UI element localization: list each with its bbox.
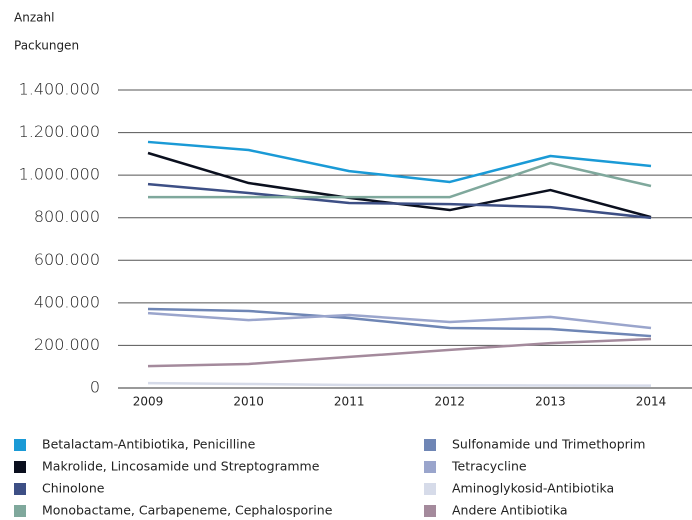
legend-label: Sulfonamide und Trimethoprim	[452, 437, 645, 452]
legend-label: Aminoglykosid-Antibiotika	[452, 481, 614, 496]
y-tick-label: 1.000.000	[19, 165, 100, 184]
series-line	[147, 381, 652, 387]
series-line	[147, 140, 652, 184]
y-tick-label: 1.200.000	[19, 122, 100, 141]
y-axis-label: Anzahl	[14, 11, 54, 25]
y-tick-label: 0	[90, 378, 100, 397]
legend-swatch	[14, 461, 26, 473]
y-tick-label: 600.000	[34, 250, 100, 269]
legend-swatch	[424, 439, 436, 451]
x-tick-label: 2014	[636, 395, 667, 409]
y-axis-label: Packungen	[14, 39, 79, 53]
y-tick-label: 800.000	[34, 207, 100, 226]
y-tick-label: 200.000	[34, 335, 100, 354]
x-tick-label: 2013	[535, 395, 566, 409]
x-tick-label: 2009	[133, 395, 164, 409]
legend-swatch	[424, 461, 436, 473]
x-tick-label: 2010	[233, 395, 264, 409]
series-line	[147, 182, 652, 220]
y-tick-label: 1.400.000	[19, 80, 100, 99]
series-line	[147, 311, 652, 330]
legend-label: Tetracycline	[451, 459, 527, 474]
legend-swatch	[424, 483, 436, 495]
y-tick-label: 400.000	[34, 292, 100, 311]
series-line	[147, 151, 652, 219]
legend-swatch	[14, 505, 26, 517]
series-line	[147, 307, 652, 338]
legend-swatch	[424, 505, 436, 517]
legend-label: Betalactam-Antibiotika, Penicilline	[42, 437, 256, 452]
x-tick-label: 2012	[435, 395, 466, 409]
legend-label: Andere Antibiotika	[452, 503, 568, 518]
legend-label: Monobactame, Carbapeneme, Cephalosporine	[42, 503, 333, 518]
x-tick-label: 2011	[334, 395, 365, 409]
legend-label: Makrolide, Lincosamide und Streptogramme	[42, 459, 320, 474]
series-line	[147, 337, 652, 368]
legend-swatch	[14, 483, 26, 495]
legend-label: Chinolone	[42, 481, 105, 496]
legend-swatch	[14, 439, 26, 451]
series-line	[148, 161, 652, 199]
